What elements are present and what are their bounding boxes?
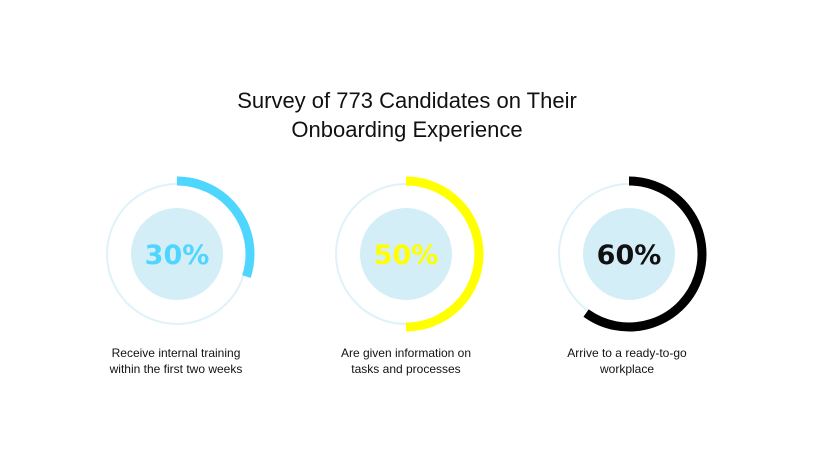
progress-ring-workplace: 60% [529,172,729,332]
progress-arc [176,176,255,278]
progress-inner-disc [131,208,223,300]
caption-line-1: Receive internal training [111,346,241,360]
progress-inner-disc [360,208,452,300]
progress-percent-label: 50% [374,240,439,271]
chart-title-line-1: Survey of 773 Candidates on Their [237,88,577,113]
progress-ring-svg: 60% [558,176,707,332]
caption-line-2: within the first two weeks [109,362,243,376]
progress-arc [405,176,484,332]
caption-line-1: Arrive to a ready-to-go [567,346,687,360]
progress-ring-svg: 30% [106,176,255,325]
caption-line-2: workplace [599,362,655,376]
progress-percent-label: 30% [145,240,210,271]
caption-workplace: Arrive to a ready-to-go workplace [517,345,737,377]
caption-training: Receive internal training within the fir… [66,345,286,377]
caption-information: Are given information on tasks and proce… [296,345,516,377]
caption-line-2: tasks and processes [351,362,461,376]
caption-line-1: Are given information on [340,346,472,360]
progress-ring-training: 30% [77,172,277,332]
progress-percent-label: 60% [597,240,662,271]
progress-ring-svg: 50% [335,176,484,332]
progress-arc [583,176,707,332]
progress-inner-disc [583,208,675,300]
chart-title-line-2: Onboarding Experience [291,117,523,142]
progress-ring-information: 50% [306,172,506,332]
